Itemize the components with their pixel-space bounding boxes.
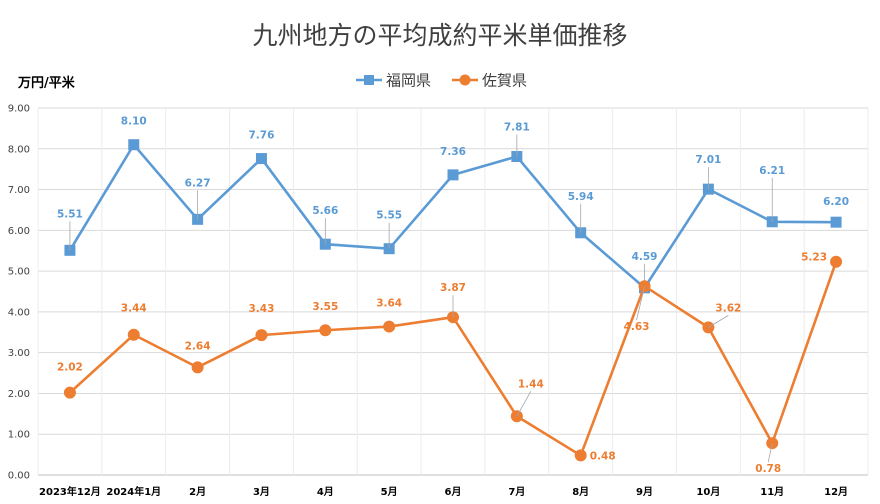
data-label: 7.01 — [695, 154, 721, 166]
y-tick-label: 9.00 — [8, 104, 30, 115]
x-tick-label: 8月 — [572, 486, 589, 498]
data-label-leader — [767, 443, 773, 463]
y-axis-unit-label: 万円/平米 — [17, 75, 76, 91]
x-tick-label: 5月 — [381, 486, 398, 498]
legend-item: 福岡県 — [356, 72, 431, 90]
series-line — [68, 143, 837, 290]
series-0: 5.51 8.10 6.27 7.76 5.66 5.55 7.36 7.81 5.94 4.59… — [57, 116, 849, 294]
legend-marker-circle — [459, 74, 471, 86]
legend-marker-square — [364, 75, 374, 85]
data-label: 4.63 — [624, 321, 650, 333]
y-tick-label: 7.00 — [8, 185, 30, 196]
chart-title: 九州地方の平均成約平米単価推移 — [252, 21, 627, 50]
x-tick-label: 9月 — [636, 486, 653, 498]
data-label: 2.64 — [185, 340, 211, 352]
data-label: 0.78 — [755, 463, 781, 475]
data-label: 3.44 — [121, 303, 147, 315]
data-label: 0.48 — [590, 450, 616, 462]
data-label: 3.55 — [312, 301, 338, 313]
data-point — [574, 449, 587, 462]
data-point — [830, 255, 843, 268]
data-point — [128, 139, 140, 151]
legend-label: 佐賀県 — [482, 72, 527, 90]
data-label: 5.94 — [568, 191, 594, 203]
data-label-leader — [516, 391, 532, 417]
data-label-leader — [636, 286, 645, 321]
data-label: 7.76 — [249, 130, 275, 142]
data-label: 3.64 — [376, 298, 402, 310]
x-tick-label: 4月 — [317, 486, 334, 498]
data-point — [319, 324, 332, 337]
y-tick-label: 5.00 — [8, 267, 30, 278]
y-tick-label: 4.00 — [8, 307, 30, 318]
data-point — [255, 329, 268, 342]
x-tick-label: 11月 — [760, 486, 784, 498]
y-tick-label: 2.00 — [8, 389, 30, 400]
data-label: 3.62 — [715, 302, 741, 314]
data-label: 1.44 — [518, 378, 544, 390]
legend-label: 福岡県 — [386, 72, 431, 90]
x-tick-label: 2023年12月 — [39, 485, 101, 498]
data-label: 7.81 — [504, 122, 530, 134]
data-label: 2.02 — [57, 362, 83, 374]
data-point — [191, 361, 204, 374]
x-axis-ticks: 2023年12月 2024年1月 2月 3月 4月 5月 6月 7月 8月 9月 10月 11月 12月 — [39, 485, 848, 498]
data-label: 3.43 — [249, 303, 275, 315]
data-label: 4.59 — [632, 251, 658, 263]
data-point — [255, 153, 267, 165]
x-tick-label: 12月 — [824, 486, 848, 498]
data-label: 5.55 — [376, 210, 402, 222]
x-tick-label: 2024年1月 — [106, 485, 161, 498]
data-point — [63, 386, 76, 399]
y-tick-label: 0.00 — [8, 471, 30, 482]
data-label: 5.51 — [57, 208, 83, 220]
data-label: 5.66 — [312, 205, 338, 217]
x-tick-label: 3月 — [253, 486, 270, 498]
x-tick-label: 10月 — [696, 486, 720, 498]
data-point — [447, 169, 459, 181]
data-label: 3.87 — [440, 282, 466, 294]
x-tick-label: 2月 — [189, 486, 206, 498]
data-label: 6.27 — [185, 177, 211, 189]
data-label: 8.10 — [121, 116, 147, 128]
y-tick-label: 3.00 — [8, 348, 30, 359]
series-1: 2.02 3.44 2.64 3.43 3.55 3.64 3.87 1.44 0.48 4.63… — [57, 252, 843, 475]
data-point — [830, 216, 842, 228]
data-label: 5.23 — [801, 252, 827, 264]
legend: 福岡県 佐賀県 — [356, 72, 527, 90]
y-axis-ticks: 0.00 1.00 2.00 3.00 4.00 5.00 6.00 7.00 8.00 9.00 — [8, 104, 30, 482]
y-tick-label: 8.00 — [8, 144, 30, 155]
gridlines — [37, 107, 869, 476]
data-label: 6.21 — [759, 165, 785, 177]
x-tick-label: 6月 — [445, 486, 462, 498]
data-point — [127, 328, 140, 341]
data-label-leader — [708, 315, 729, 328]
series-layer: 5.51 8.10 6.27 7.76 5.66 5.55 7.36 7.81 5.94 4.59… — [57, 116, 849, 475]
data-label: 7.36 — [440, 146, 466, 158]
y-tick-label: 6.00 — [8, 226, 30, 237]
data-label: 6.20 — [823, 196, 849, 208]
y-tick-label: 1.00 — [8, 430, 30, 441]
x-tick-label: 7月 — [508, 486, 525, 498]
data-point — [383, 320, 396, 333]
legend-item: 佐賀県 — [452, 72, 527, 90]
